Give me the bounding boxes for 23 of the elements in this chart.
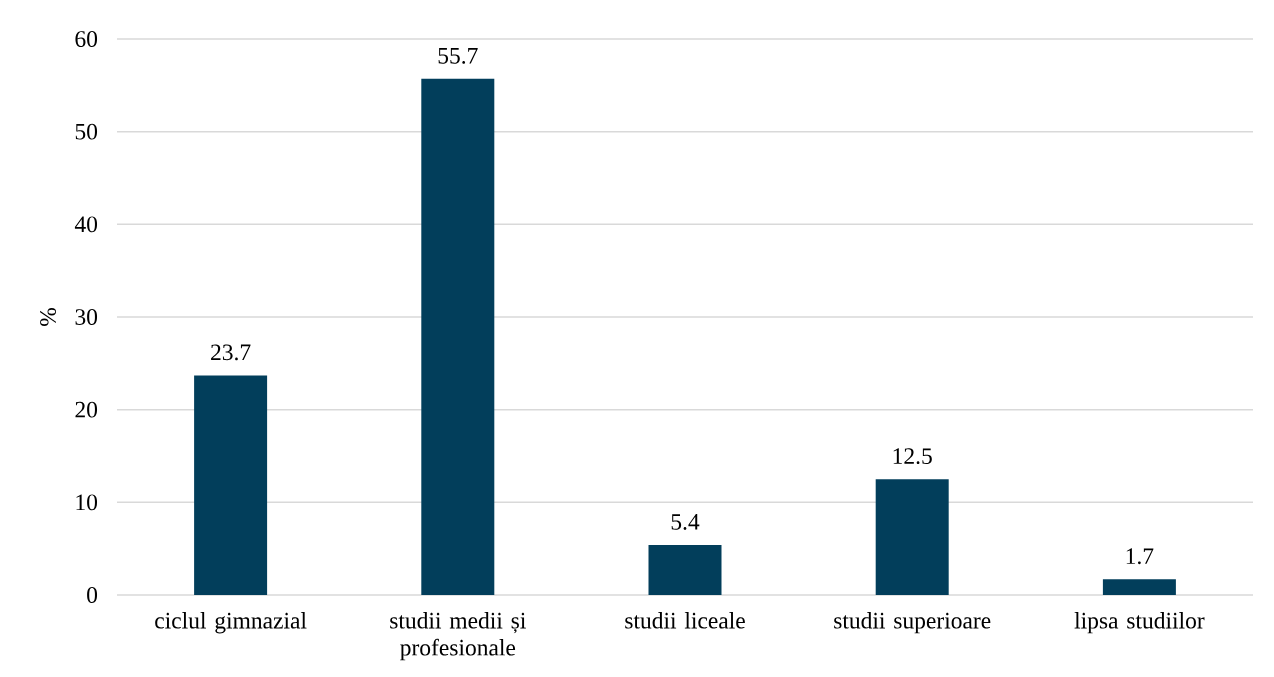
x-tick-label: studii liceale [625, 612, 745, 629]
y-tick-label: 60 [75, 31, 98, 47]
data-label: 55.7 [438, 48, 478, 64]
data-label: 12.5 [893, 448, 932, 465]
x-tick-label: studii superioare [834, 612, 991, 634]
x-tick-label: ciclul gimnazial [155, 612, 307, 634]
bar [875, 479, 949, 595]
y-tick-label: 50 [75, 123, 98, 140]
data-label: 5.4 [671, 514, 700, 530]
y-tick-label: 10 [76, 494, 98, 511]
y-tick-label: 20 [75, 401, 98, 418]
bar [648, 544, 722, 595]
y-axis-title: % [40, 308, 57, 326]
x-tick-label: studii medii și profesionale [390, 612, 526, 661]
bar [1102, 579, 1176, 595]
bar [194, 375, 268, 595]
y-tick-label: 0 [87, 587, 98, 603]
y-tick-label: 30 [75, 309, 98, 325]
x-tick-label: lipsa studiilor [1074, 612, 1205, 634]
bar [421, 78, 495, 595]
y-tick-label: 40 [74, 216, 98, 233]
data-label: 1.7 [1126, 548, 1154, 565]
data-label: 23.7 [211, 344, 251, 361]
